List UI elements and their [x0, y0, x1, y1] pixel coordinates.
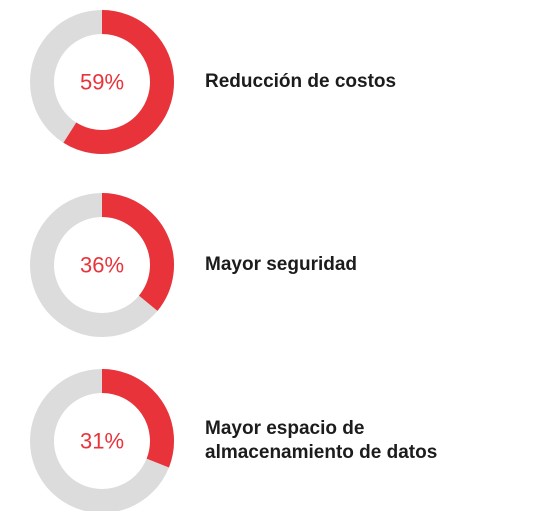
- value-label: 36%: [80, 253, 124, 278]
- donut-title: Mayor espacio de almacenamiento de datos: [205, 418, 438, 463]
- value-label: 59%: [80, 70, 124, 95]
- donut-title: Reducción de costos: [205, 71, 397, 92]
- donut-segment: [63, 10, 174, 154]
- donut-segment: [101, 193, 174, 311]
- value-label: 31%: [80, 429, 124, 454]
- donut-title: Mayor seguridad: [205, 254, 358, 275]
- donut-segment: [101, 369, 174, 468]
